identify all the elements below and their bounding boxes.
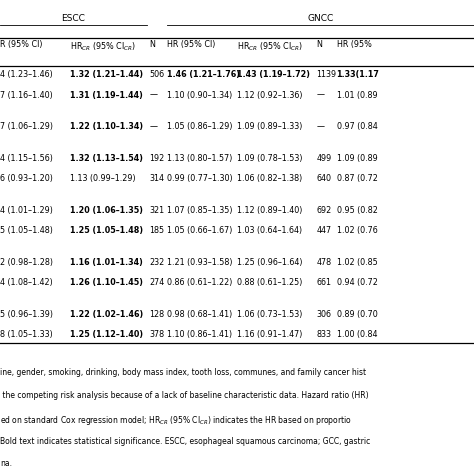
Text: 1.20 (1.06–1.35): 1.20 (1.06–1.35) [70,206,143,215]
Text: 4 (1.08–1.42): 4 (1.08–1.42) [0,278,53,287]
Text: the competing risk analysis because of a lack of baseline characteristic data. H: the competing risk analysis because of a… [0,391,369,400]
Text: —: — [149,122,157,131]
Text: 1.05 (0.66–1.67): 1.05 (0.66–1.67) [167,226,232,235]
Text: —: — [316,122,324,131]
Text: 7 (1.06–1.29): 7 (1.06–1.29) [0,122,53,131]
Text: 306: 306 [316,310,331,319]
Text: 128: 128 [149,310,164,319]
Text: —: — [149,91,157,100]
Text: 692: 692 [316,206,331,215]
Text: 1.25 (0.96–1.64): 1.25 (0.96–1.64) [237,258,302,267]
Text: 1139: 1139 [316,70,336,79]
Text: ine, gender, smoking, drinking, body mass index, tooth loss, communes, and famil: ine, gender, smoking, drinking, body mas… [0,368,366,377]
Text: N: N [316,40,322,49]
Text: Bold text indicates statistical significance. ESCC, esophageal squamous carcinom: Bold text indicates statistical signific… [0,437,370,446]
Text: 5 (0.96–1.39): 5 (0.96–1.39) [0,310,53,319]
Text: 1.25 (1.05–1.48): 1.25 (1.05–1.48) [70,226,143,235]
Text: 1.07 (0.85–1.35): 1.07 (0.85–1.35) [167,206,232,215]
Text: GNCC: GNCC [307,14,334,23]
Text: 1.12 (0.89–1.40): 1.12 (0.89–1.40) [237,206,302,215]
Text: 378: 378 [149,330,164,339]
Text: na.: na. [0,459,12,468]
Text: 1.32 (1.21–1.44): 1.32 (1.21–1.44) [70,70,143,79]
Text: 1.13 (0.80–1.57): 1.13 (0.80–1.57) [167,154,232,163]
Text: 1.02 (0.76: 1.02 (0.76 [337,226,377,235]
Text: 8 (1.05–1.33): 8 (1.05–1.33) [0,330,53,339]
Text: R (95% CI): R (95% CI) [0,40,43,49]
Text: 1.06 (0.73–1.53): 1.06 (0.73–1.53) [237,310,302,319]
Text: N: N [149,40,155,49]
Text: 447: 447 [316,226,331,235]
Text: 1.02 (0.85: 1.02 (0.85 [337,258,377,267]
Text: 1.33(1.17: 1.33(1.17 [337,70,379,79]
Text: 1.05 (0.86–1.29): 1.05 (0.86–1.29) [167,122,232,131]
Text: 1.22 (1.10–1.34): 1.22 (1.10–1.34) [70,122,143,131]
Text: 7 (1.16–1.40): 7 (1.16–1.40) [0,91,53,100]
Text: HR (95% CI): HR (95% CI) [167,40,215,49]
Text: 640: 640 [316,174,331,183]
Text: 0.86 (0.61–1.22): 0.86 (0.61–1.22) [167,278,232,287]
Text: 1.32 (1.13–1.54): 1.32 (1.13–1.54) [70,154,143,163]
Text: ESCC: ESCC [62,14,85,23]
Text: 185: 185 [149,226,164,235]
Text: HR$_{CR}$ (95% CI$_{CR}$): HR$_{CR}$ (95% CI$_{CR}$) [237,40,303,53]
Text: 6 (0.93–1.20): 6 (0.93–1.20) [0,174,53,183]
Text: 506: 506 [149,70,164,79]
Text: 314: 314 [149,174,164,183]
Text: 1.46 (1.21–1.76): 1.46 (1.21–1.76) [167,70,240,79]
Text: 5 (1.05–1.48): 5 (1.05–1.48) [0,226,53,235]
Text: 4 (1.01–1.29): 4 (1.01–1.29) [0,206,53,215]
Text: 1.26 (1.10–1.45): 1.26 (1.10–1.45) [70,278,143,287]
Text: 1.16 (0.91–1.47): 1.16 (0.91–1.47) [237,330,302,339]
Text: 0.94 (0.72: 0.94 (0.72 [337,278,377,287]
Text: 661: 661 [316,278,331,287]
Text: 1.13 (0.99–1.29): 1.13 (0.99–1.29) [70,174,136,183]
Text: 1.09 (0.78–1.53): 1.09 (0.78–1.53) [237,154,302,163]
Text: 1.00 (0.84: 1.00 (0.84 [337,330,377,339]
Text: —: — [316,91,324,100]
Text: 1.09 (0.89: 1.09 (0.89 [337,154,377,163]
Text: 478: 478 [316,258,331,267]
Text: 274: 274 [149,278,164,287]
Text: 1.43 (1.19–1.72): 1.43 (1.19–1.72) [237,70,310,79]
Text: 1.01 (0.89: 1.01 (0.89 [337,91,377,100]
Text: 0.95 (0.82: 0.95 (0.82 [337,206,377,215]
Text: HR$_{CR}$ (95% CI$_{CR}$): HR$_{CR}$ (95% CI$_{CR}$) [70,40,137,53]
Text: 192: 192 [149,154,164,163]
Text: 0.89 (0.70: 0.89 (0.70 [337,310,377,319]
Text: 1.12 (0.92–1.36): 1.12 (0.92–1.36) [237,91,302,100]
Text: 1.10 (0.86–1.41): 1.10 (0.86–1.41) [167,330,232,339]
Text: 232: 232 [149,258,164,267]
Text: 321: 321 [149,206,164,215]
Text: ed on standard Cox regression model; HR$_{CR}$ (95% CI$_{CR}$) indicates the HR : ed on standard Cox regression model; HR$… [0,414,352,427]
Text: 2 (0.98–1.28): 2 (0.98–1.28) [0,258,53,267]
Text: 1.22 (1.02–1.46): 1.22 (1.02–1.46) [70,310,144,319]
Text: 833: 833 [316,330,331,339]
Text: 0.97 (0.84: 0.97 (0.84 [337,122,377,131]
Text: 0.98 (0.68–1.41): 0.98 (0.68–1.41) [167,310,232,319]
Text: 1.06 (0.82–1.38): 1.06 (0.82–1.38) [237,174,302,183]
Text: 1.03 (0.64–1.64): 1.03 (0.64–1.64) [237,226,302,235]
Text: 4 (1.23–1.46): 4 (1.23–1.46) [0,70,53,79]
Text: 1.21 (0.93–1.58): 1.21 (0.93–1.58) [167,258,232,267]
Text: 1.25 (1.12–1.40): 1.25 (1.12–1.40) [70,330,143,339]
Text: 1.16 (1.01–1.34): 1.16 (1.01–1.34) [70,258,143,267]
Text: HR (95%: HR (95% [337,40,372,49]
Text: 1.10 (0.90–1.34): 1.10 (0.90–1.34) [167,91,232,100]
Text: 1.31 (1.19–1.44): 1.31 (1.19–1.44) [70,91,143,100]
Text: 0.87 (0.72: 0.87 (0.72 [337,174,377,183]
Text: 499: 499 [316,154,331,163]
Text: 0.99 (0.77–1.30): 0.99 (0.77–1.30) [167,174,232,183]
Text: 0.88 (0.61–1.25): 0.88 (0.61–1.25) [237,278,302,287]
Text: 1.09 (0.89–1.33): 1.09 (0.89–1.33) [237,122,302,131]
Text: 4 (1.15–1.56): 4 (1.15–1.56) [0,154,53,163]
